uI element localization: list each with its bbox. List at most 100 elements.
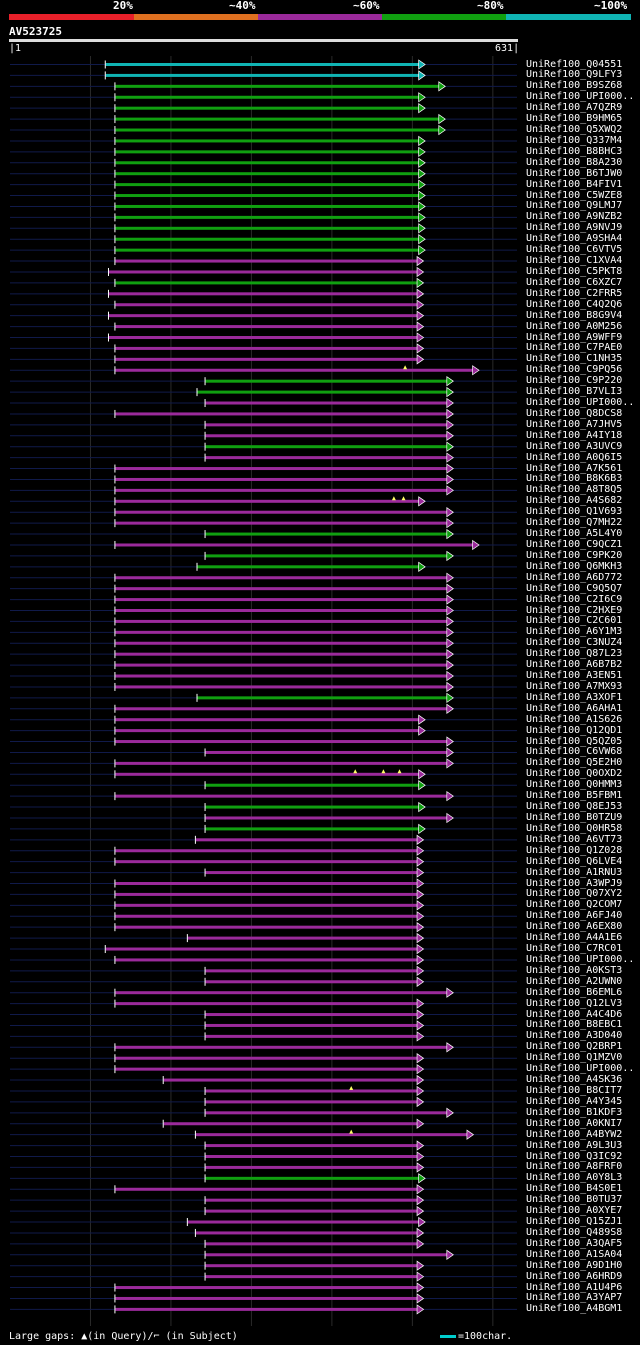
hit-label[interactable]: UniRef100_A3QAF5 bbox=[526, 1237, 623, 1249]
hit-label[interactable]: UniRef100_A9NZB2 bbox=[526, 211, 623, 223]
hit-bar[interactable] bbox=[115, 892, 420, 896]
hit-label[interactable]: UniRef100_Q7MH22 bbox=[526, 517, 623, 529]
hit-label[interactable]: UniRef100_B0TZU9 bbox=[526, 811, 623, 823]
hit-label[interactable]: UniRef100_C6VTV5 bbox=[526, 244, 623, 256]
hit-label[interactable]: UniRef100_Q5XWQ2 bbox=[526, 124, 623, 136]
hit-bar[interactable] bbox=[205, 1111, 449, 1115]
hit-label[interactable]: UniRef100_A1U4P6 bbox=[526, 1281, 623, 1293]
hit-label[interactable]: UniRef100_Q87L23 bbox=[526, 648, 623, 660]
hit-label[interactable]: UniRef100_C1XVA4 bbox=[526, 255, 623, 267]
hit-label[interactable]: UniRef100_Q12LV3 bbox=[526, 997, 623, 1009]
hit-bar[interactable] bbox=[115, 477, 449, 481]
hit-bar[interactable] bbox=[115, 499, 421, 503]
hit-label[interactable]: UniRef100_B5FBM1 bbox=[526, 790, 623, 802]
hit-label[interactable]: UniRef100_C3NUZ4 bbox=[526, 637, 623, 649]
hit-bar[interactable] bbox=[108, 336, 420, 339]
hit-bar[interactable] bbox=[187, 936, 420, 940]
hit-bar[interactable] bbox=[115, 259, 420, 263]
hit-label[interactable]: UniRef100_Q8DCS8 bbox=[526, 407, 623, 419]
hit-label[interactable]: UniRef100_Q15ZJ1 bbox=[526, 1216, 623, 1228]
hit-label[interactable]: UniRef100_Q0HMM3 bbox=[526, 779, 623, 791]
hit-label[interactable]: UniRef100_UPI000.. bbox=[526, 397, 635, 409]
hit-bar[interactable] bbox=[115, 117, 441, 121]
hit-bar[interactable] bbox=[115, 1307, 420, 1311]
hit-bar[interactable] bbox=[205, 1242, 420, 1246]
hit-bar[interactable] bbox=[115, 150, 421, 154]
hit-label[interactable]: UniRef100_Q12QD1 bbox=[526, 724, 623, 736]
hit-bar[interactable] bbox=[115, 707, 449, 711]
hit-bar[interactable] bbox=[115, 598, 449, 602]
hit-label[interactable]: UniRef100_UPI000.. bbox=[526, 91, 635, 103]
hit-label[interactable]: UniRef100_A5L4Y0 bbox=[526, 528, 623, 540]
hit-label[interactable]: UniRef100_B6TJW0 bbox=[526, 167, 623, 179]
hit-label[interactable]: UniRef100_C6XZC7 bbox=[526, 276, 623, 288]
hit-bar[interactable] bbox=[115, 958, 420, 962]
hit-bar[interactable] bbox=[115, 1002, 420, 1006]
hit-label[interactable]: UniRef100_UPI000.. bbox=[526, 953, 635, 965]
hit-bar[interactable] bbox=[197, 565, 421, 569]
hit-label[interactable]: UniRef100_Q6MKH3 bbox=[526, 560, 623, 572]
hit-bar[interactable] bbox=[115, 991, 449, 995]
hit-label[interactable]: UniRef100_B8CIT7 bbox=[526, 1084, 623, 1096]
hit-bar[interactable] bbox=[108, 292, 420, 296]
hit-bar[interactable] bbox=[163, 1078, 420, 1082]
hit-bar[interactable] bbox=[115, 357, 420, 361]
hit-bar[interactable] bbox=[205, 980, 420, 984]
hit-bar[interactable] bbox=[197, 390, 449, 394]
hit-label[interactable]: UniRef100_A0M256 bbox=[526, 320, 623, 332]
hit-label[interactable]: UniRef100_A3XOF1 bbox=[526, 691, 623, 703]
hit-label[interactable]: UniRef100_B7VLI3 bbox=[526, 386, 623, 398]
hit-bar[interactable] bbox=[115, 194, 421, 198]
hit-bar[interactable] bbox=[205, 1176, 421, 1180]
hit-label[interactable]: UniRef100_A6AHA1 bbox=[526, 702, 623, 714]
hit-label[interactable]: UniRef100_C2C601 bbox=[526, 615, 623, 627]
hit-label[interactable]: UniRef100_C9P220 bbox=[526, 375, 623, 387]
hit-label[interactable]: UniRef100_B0TU37 bbox=[526, 1194, 623, 1206]
hit-label[interactable]: UniRef100_B6EML6 bbox=[526, 986, 623, 998]
hit-bar[interactable] bbox=[205, 401, 449, 405]
hit-bar[interactable] bbox=[205, 805, 421, 809]
hit-bar[interactable] bbox=[115, 882, 420, 885]
hit-bar[interactable] bbox=[205, 1198, 420, 1202]
hit-bar[interactable] bbox=[115, 914, 420, 918]
hit-bar[interactable] bbox=[115, 248, 421, 252]
hit-label[interactable]: UniRef100_A8T8Q5 bbox=[526, 484, 623, 496]
hit-bar[interactable] bbox=[115, 226, 421, 230]
hit-bar[interactable] bbox=[205, 816, 449, 820]
hit-label[interactable]: UniRef100_A6FJ40 bbox=[526, 910, 623, 922]
hit-bar[interactable] bbox=[115, 510, 449, 514]
hit-label[interactable]: UniRef100_C5PKT8 bbox=[526, 265, 623, 277]
hit-bar[interactable] bbox=[205, 1023, 420, 1027]
hit-label[interactable]: UniRef100_C9Q5Q7 bbox=[526, 582, 623, 594]
hit-label[interactable]: UniRef100_A9WFF9 bbox=[526, 331, 623, 343]
hit-label[interactable]: UniRef100_UPI000.. bbox=[526, 1063, 635, 1075]
hit-label[interactable]: UniRef100_A6Y1M3 bbox=[526, 626, 623, 638]
hit-label[interactable]: UniRef100_C4Q2Q6 bbox=[526, 298, 623, 310]
hit-bar[interactable] bbox=[115, 215, 421, 219]
hit-label[interactable]: UniRef100_B8EBC1 bbox=[526, 1019, 623, 1031]
hit-label[interactable]: UniRef100_Q0OXD2 bbox=[526, 768, 623, 780]
hit-bar[interactable] bbox=[115, 772, 421, 776]
hit-bar[interactable] bbox=[195, 838, 420, 842]
hit-label[interactable]: UniRef100_Q0HR58 bbox=[526, 822, 623, 834]
hit-label[interactable]: UniRef100_B9HM65 bbox=[526, 113, 623, 125]
hit-bar[interactable] bbox=[115, 740, 449, 744]
hit-label[interactable]: UniRef100_Q04551 bbox=[526, 58, 623, 70]
hit-bar[interactable] bbox=[205, 750, 449, 754]
hit-label[interactable]: UniRef100_C2HXE9 bbox=[526, 604, 623, 616]
hit-label[interactable]: UniRef100_A7MX93 bbox=[526, 680, 623, 692]
hit-bar[interactable] bbox=[115, 925, 420, 929]
hit-bar[interactable] bbox=[115, 761, 449, 765]
hit-bar[interactable] bbox=[115, 641, 449, 645]
hit-label[interactable]: UniRef100_A4Y345 bbox=[526, 1095, 623, 1107]
hit-label[interactable]: UniRef100_C2FRR5 bbox=[526, 287, 623, 299]
hit-label[interactable]: UniRef100_B4S0E1 bbox=[526, 1183, 623, 1195]
hit-label[interactable]: UniRef100_A6B7B2 bbox=[526, 659, 623, 671]
hit-bar[interactable] bbox=[115, 619, 449, 623]
hit-label[interactable]: UniRef100_B8G9V4 bbox=[526, 309, 623, 321]
hit-label[interactable]: UniRef100_A3EN51 bbox=[526, 670, 623, 682]
hit-bar[interactable] bbox=[205, 827, 421, 831]
hit-bar[interactable] bbox=[115, 1286, 420, 1290]
hit-label[interactable]: UniRef100_A0XYE7 bbox=[526, 1205, 623, 1217]
hit-label[interactable]: UniRef100_Q8EJ53 bbox=[526, 801, 623, 813]
